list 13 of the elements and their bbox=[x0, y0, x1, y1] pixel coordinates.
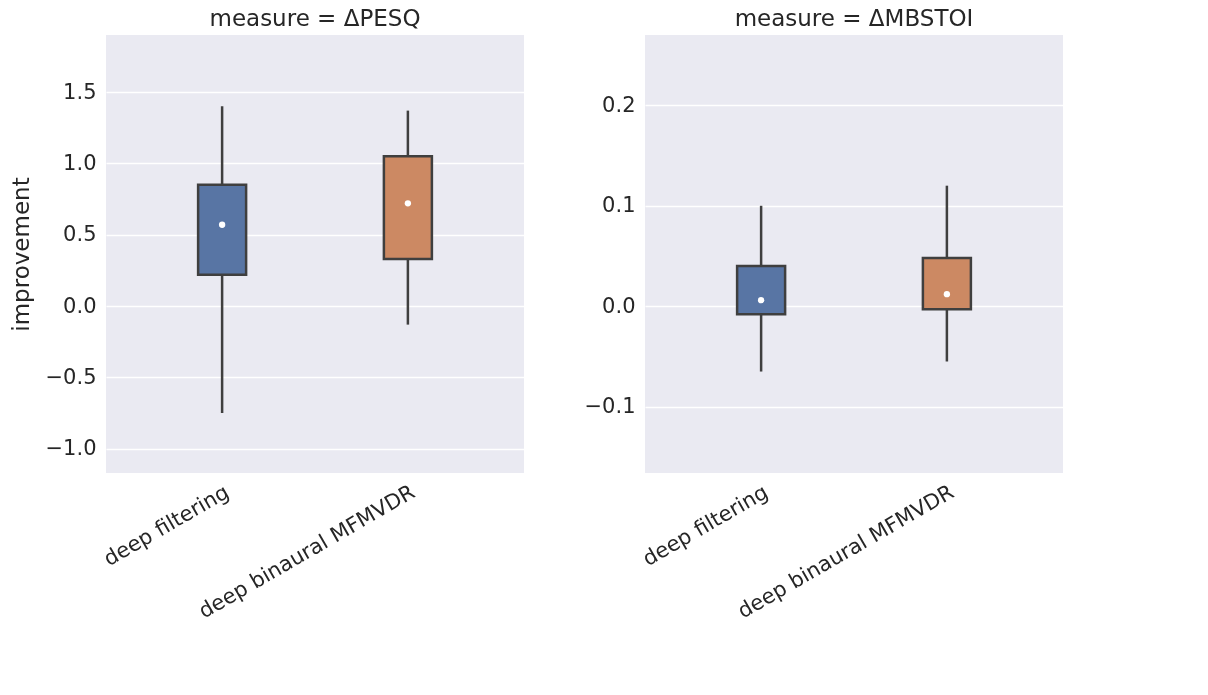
y-tick-label: −0.5 bbox=[45, 364, 97, 389]
y-tick-label: −0.1 bbox=[584, 394, 636, 419]
y-axis-title: improvement bbox=[7, 177, 34, 332]
y-tick-label: 0.5 bbox=[63, 222, 97, 247]
y-tick-label: 1.0 bbox=[63, 150, 97, 175]
y-tick-label: 0.0 bbox=[63, 293, 97, 318]
y-tick-label: 0.1 bbox=[602, 193, 636, 218]
chart-title: measure = ΔMBSTOI bbox=[734, 5, 974, 31]
y-tick-label: 0.0 bbox=[602, 293, 636, 318]
y-tick-label: 1.5 bbox=[63, 79, 97, 104]
y-tick-label: −1.0 bbox=[45, 436, 97, 461]
chart-title: measure = ΔPESQ bbox=[209, 5, 421, 31]
y-tick-label: 0.2 bbox=[602, 92, 636, 117]
